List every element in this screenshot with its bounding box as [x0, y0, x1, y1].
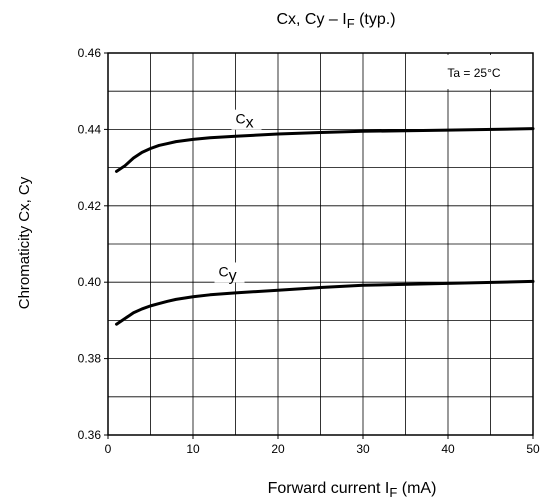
- chart-title: Cx, Cy – IF (typ.): [276, 11, 395, 31]
- series-group: Cx Cy: [115, 109, 535, 326]
- y-tick-label: 0.36: [78, 428, 102, 442]
- chart-title-tail: (typ.): [355, 11, 396, 28]
- tick-labels: 0 10 20 30 40 50 0.36 0.38 0.40 0.42 0.44 0.46: [78, 46, 540, 456]
- x-tick-label: 30: [356, 442, 370, 456]
- y-tick-label: 0.46: [78, 46, 102, 60]
- series-line-cy: [115, 279, 535, 326]
- x-axis-label-main: Forward current I: [268, 480, 390, 497]
- y-tick-label: 0.40: [78, 275, 102, 289]
- x-axis-label: Forward current IF (mA): [268, 480, 437, 500]
- x-tick-label: 40: [441, 442, 455, 456]
- y-tick-label: 0.38: [78, 352, 102, 366]
- chart-title-main: Cx, Cy – I: [276, 11, 346, 28]
- x-tick-label: 20: [271, 442, 285, 456]
- series-label-cx: Cx: [236, 111, 254, 132]
- series-label-bg: [231, 109, 262, 130]
- series-label-cy: Cy: [219, 263, 237, 284]
- x-tick-label: 50: [526, 442, 540, 456]
- y-tick-label: 0.44: [78, 122, 102, 136]
- series-label-bg: [214, 262, 245, 283]
- x-axis-label-sub: F: [389, 485, 397, 500]
- x-axis-label-tail: (mA): [397, 480, 436, 497]
- annotation-text: Ta = 25°C: [447, 66, 500, 80]
- grid-lines: [108, 53, 533, 435]
- x-tick-label: 0: [105, 442, 112, 456]
- y-tick-label: 0.42: [78, 199, 102, 213]
- plot-frame: [107, 52, 534, 436]
- x-tick-label: 10: [186, 442, 200, 456]
- y-axis-label: Chromaticity Cx, Cy: [16, 176, 33, 309]
- chart-title-sub: F: [347, 16, 355, 31]
- series-line-cx: [115, 127, 535, 173]
- annotation-box: [411, 55, 531, 89]
